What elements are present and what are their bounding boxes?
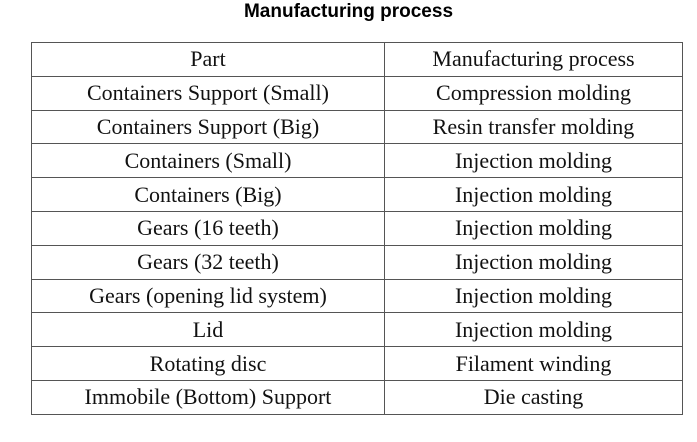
- cell: Injection molding: [384, 143, 683, 179]
- table-row: Lid Injection molding: [31, 312, 683, 348]
- header-cell: Manufacturing process: [384, 42, 683, 77]
- cell: Injection molding: [384, 312, 683, 348]
- cell: Injection molding: [384, 244, 683, 280]
- table-row: Containers Support (Big) Resin transfer m…: [31, 109, 683, 145]
- cell: Die casting: [384, 379, 683, 415]
- cell: Gears (16 teeth): [31, 210, 385, 246]
- header-row: Part Manufacturing process: [31, 42, 683, 77]
- header-cell: Part: [31, 42, 385, 77]
- cell: Filament winding: [384, 346, 683, 381]
- cell: Containers (Small): [31, 143, 385, 179]
- cell: Immobile (Bottom) Support: [31, 379, 385, 415]
- cell: Compression molding: [384, 75, 683, 111]
- cell: Lid: [31, 312, 385, 348]
- table-row: Gears (opening lid system) Injection mold…: [31, 278, 683, 314]
- cell: Containers Support (Small): [31, 75, 385, 111]
- cell: Gears (opening lid system): [31, 278, 385, 314]
- cell: Containers (Big): [31, 177, 385, 212]
- table-row: Immobile (Bottom) Support Die casting: [31, 379, 683, 415]
- table-row: Containers (Small) Injection molding: [31, 143, 683, 179]
- cell: Injection molding: [384, 177, 683, 212]
- cell: Resin transfer molding: [384, 109, 683, 145]
- cell: Containers Support (Big): [31, 109, 385, 145]
- table-row: Containers (Big) Injection molding: [31, 177, 683, 212]
- cell: Gears (32 teeth): [31, 244, 385, 280]
- table: Part Manufacturing process Containers Supp…: [31, 42, 683, 415]
- cell: Injection molding: [384, 278, 683, 314]
- table-row: Containers Support (Small) Compression mo…: [31, 75, 683, 111]
- table-row: Gears (32 teeth) Injection molding: [31, 244, 683, 280]
- cell: Rotating disc: [31, 346, 385, 381]
- cell: Injection molding: [384, 210, 683, 246]
- title: Manufacturing process: [243, 1, 454, 22]
- table-row: Gears (16 teeth) Injection molding: [31, 210, 683, 246]
- table-row: Rotating disc Filament winding: [31, 346, 683, 381]
